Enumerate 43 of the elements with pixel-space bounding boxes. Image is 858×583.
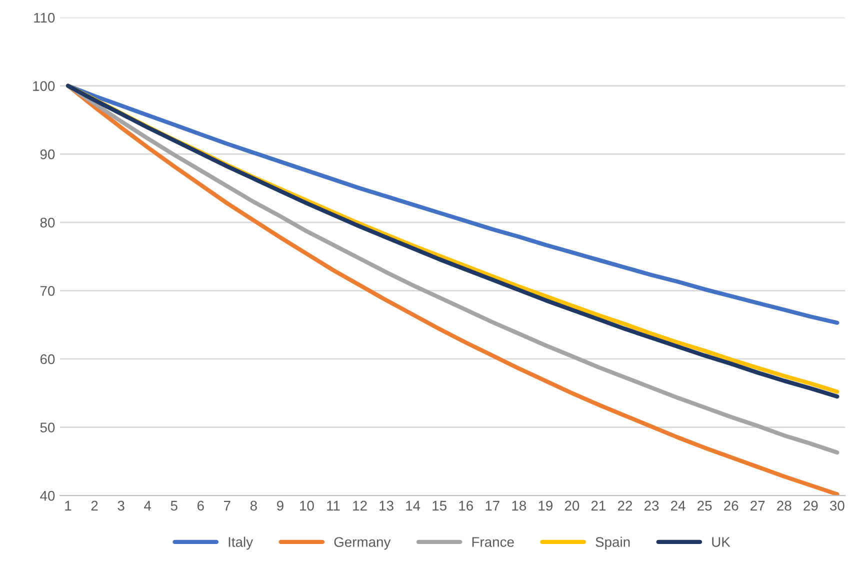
x-tick-label: 11 <box>327 500 340 510</box>
x-tick-label: 22 <box>618 500 632 510</box>
x-tick-label: 10 <box>300 500 314 511</box>
x-tick-label: 18 <box>512 500 526 511</box>
y-tick-label: 70 <box>40 286 55 296</box>
y-tick-label: 100 <box>33 81 55 91</box>
x-tick-label: 20 <box>564 500 580 511</box>
y-tick-label: 60 <box>40 354 55 364</box>
x-tick-label: 13 <box>380 500 394 511</box>
x-tick-label: 29 <box>804 500 818 511</box>
legend-label: Spain <box>596 536 630 550</box>
legend-label: France <box>472 537 514 547</box>
x-tick-label: 16 <box>459 500 473 511</box>
x-tick-label: 17 <box>486 500 500 510</box>
y-tick-label: 40 <box>40 490 55 501</box>
y-tick-label: 80 <box>40 218 55 228</box>
x-tick-label: 30 <box>830 500 844 511</box>
x-tick-label: 23 <box>644 500 659 511</box>
y-tick-label: 110 <box>34 12 55 23</box>
legend-label: UK <box>712 537 730 547</box>
x-tick-label: 21 <box>591 500 606 510</box>
x-tick-label: 8 <box>250 500 257 511</box>
x-tick-label: 27 <box>750 500 765 510</box>
x-tick-label: 15 <box>432 500 446 511</box>
x-tick-label: 9 <box>276 500 284 511</box>
x-tick-label: 19 <box>538 500 552 511</box>
x-tick-label: 26 <box>724 500 738 511</box>
x-tick-label: 6 <box>197 500 204 511</box>
x-tick-label: 7 <box>224 500 230 510</box>
x-tick-label: 4 <box>144 500 152 510</box>
y-tick-label: 90 <box>40 149 55 160</box>
x-tick-label: 3 <box>118 500 124 511</box>
x-tick-label: 24 <box>671 500 686 510</box>
x-tick-label: 2 <box>91 500 98 510</box>
x-tick-label: 25 <box>698 500 712 511</box>
x-tick-label: 28 <box>777 500 792 511</box>
x-tick-label: 12 <box>353 500 367 510</box>
legend-label: Germany <box>334 537 391 550</box>
x-tick-label: 14 <box>406 500 420 510</box>
legend-label: Italy <box>228 536 254 550</box>
x-tick-label: 1 <box>65 500 72 510</box>
x-tick-label: 5 <box>170 500 178 511</box>
y-tick-label: 50 <box>40 422 55 432</box>
